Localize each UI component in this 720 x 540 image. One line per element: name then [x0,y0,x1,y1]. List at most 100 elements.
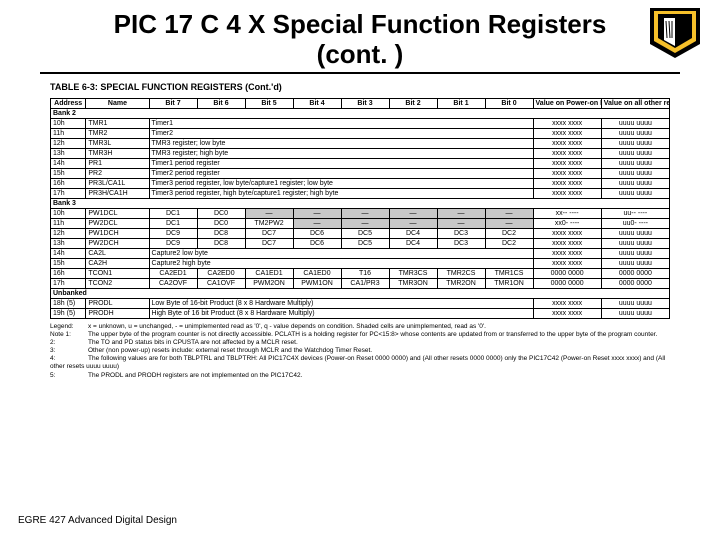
cell-address: 15h [51,168,86,178]
table-row: 18h (5)PRODLLow Byte of 16-bit Product (… [51,298,670,308]
cell-other-resets: uuuu uuuu [601,258,669,268]
table-row: 12hTMR3LTMR3 register; low bytexxxx xxxx… [51,138,670,148]
cell-bit: DC3 [437,228,485,238]
hdr-bit0: Bit 0 [485,98,533,108]
hdr-bit5: Bit 5 [245,98,293,108]
cell-name: CA2H [86,258,149,268]
cell-name: TMR3L [86,138,149,148]
cell-bit: DC5 [341,238,389,248]
cell-other-resets: uuuu uuuu [601,298,669,308]
cell-bit: TM2PW2 [245,218,293,228]
table-row: 19h (5)PRODHHigh Byte of 16 bit Product … [51,308,670,318]
cell-other-resets: uuuu uuuu [601,238,669,248]
cell-name: TMR3H [86,148,149,158]
title-line-2: (cont. ) [0,40,720,70]
cell-bit: DC9 [149,228,197,238]
table-row: 10hTMR1Timer1xxxx xxxxuuuu uuuu [51,118,670,128]
cell-por: xxxx xxxx [533,228,601,238]
cell-address: 14h [51,158,86,168]
cell-bit: TMR3CS [389,268,437,278]
cell-description: Capture2 low byte [149,248,533,258]
table-caption: TABLE 6-3: SPECIAL FUNCTION REGISTERS (C… [50,82,670,92]
cell-bit: TMR3ON [389,278,437,288]
cell-name: PR1 [86,158,149,168]
cell-other-resets: uu-- ---- [601,208,669,218]
cell-name: TMR1 [86,118,149,128]
hdr-address: Address [51,98,86,108]
cell-bit: — [485,218,533,228]
cell-address: 19h (5) [51,308,86,318]
cell-por: xxxx xxxx [533,248,601,258]
title-rule [40,72,680,74]
hdr-por: Value on Power-on Reset [533,98,601,108]
legend-block: Legend:x = unknown, u = unchanged, - = u… [50,323,670,380]
cell-bit: DC5 [341,228,389,238]
cell-bit: — [245,208,293,218]
hdr-name: Name [86,98,149,108]
table-row: 14hPR1Timer1 period registerxxxx xxxxuuu… [51,158,670,168]
cell-description: TMR3 register; high byte [149,148,533,158]
cell-address: 13h [51,148,86,158]
cell-bit: DC2 [485,238,533,248]
cell-other-resets: uuuu uuuu [601,128,669,138]
table-row: 11hTMR2Timer2xxxx xxxxuuuu uuuu [51,128,670,138]
cell-address: 16h [51,268,86,278]
cell-description: Timer2 period register [149,168,533,178]
cell-address: 11h [51,128,86,138]
cell-bit: DC9 [149,238,197,248]
note4-label: 4: [50,355,88,363]
cell-bit: TMR1ON [485,278,533,288]
cell-bit: DC4 [389,238,437,248]
table-row: 12hPW1DCHDC9DC8DC7DC6DC5DC4DC3DC2xxxx xx… [51,228,670,238]
table-body: Bank 210hTMR1Timer1xxxx xxxxuuuu uuuu11h… [51,108,670,318]
note1-label: Note 1: [50,331,88,339]
cell-other-resets: uuuu uuuu [601,178,669,188]
cell-bit: TMR2ON [437,278,485,288]
cell-por: xx0- ---- [533,218,601,228]
cell-por: xxxx xxxx [533,188,601,198]
cell-bit: DC8 [197,228,245,238]
note3-label: 3: [50,347,88,355]
cell-other-resets: uu0- ---- [601,218,669,228]
cell-description: Timer3 period register, low byte/capture… [149,178,533,188]
cell-address: 18h (5) [51,298,86,308]
cell-other-resets: 0000 0000 [601,278,669,288]
page-title: PIC 17 C 4 X Special Function Registers … [0,0,720,70]
cell-por: xx-- ---- [533,208,601,218]
cell-bit: — [341,208,389,218]
cell-bit: DC0 [197,218,245,228]
cell-name: PR3L/CA1L [86,178,149,188]
cell-name: PW2DCL [86,218,149,228]
cell-other-resets: uuuu uuuu [601,158,669,168]
cell-address: 10h [51,118,86,128]
cell-other-resets: uuuu uuuu [601,308,669,318]
note3-text: Other (non power-up) resets include: ext… [88,347,372,354]
table-row: 15hCA2HCapture2 high bytexxxx xxxxuuuu u… [51,258,670,268]
cell-other-resets: uuuu uuuu [601,118,669,128]
cell-bit: — [389,218,437,228]
cell-other-resets: 0000 0000 [601,268,669,278]
cell-por: xxxx xxxx [533,168,601,178]
cell-bit: DC7 [245,238,293,248]
cell-bit: DC7 [245,228,293,238]
cell-bit: — [485,208,533,218]
cell-por: xxxx xxxx [533,178,601,188]
cell-bit: CA1ED1 [245,268,293,278]
cell-description: Timer1 [149,118,533,128]
cell-por: 0000 0000 [533,268,601,278]
cell-description: Low Byte of 16-bit Product (8 x 8 Hardwa… [149,298,533,308]
bank-header-row: Bank 2 [51,108,670,118]
cell-bit: TMR2CS [437,268,485,278]
cell-description: Timer3 period register, high byte/captur… [149,188,533,198]
cell-bit: DC1 [149,208,197,218]
cell-bit: DC6 [293,238,341,248]
bank-header-cell: Unbanked [51,288,670,298]
cell-por: xxxx xxxx [533,128,601,138]
cell-por: xxxx xxxx [533,308,601,318]
cell-name: CA2L [86,248,149,258]
table-row: 14hCA2LCapture2 low bytexxxx xxxxuuuu uu… [51,248,670,258]
cell-description: Timer1 period register [149,158,533,168]
cell-bit: — [437,218,485,228]
cell-por: xxxx xxxx [533,148,601,158]
table-row: 16hPR3L/CA1LTimer3 period register, low … [51,178,670,188]
